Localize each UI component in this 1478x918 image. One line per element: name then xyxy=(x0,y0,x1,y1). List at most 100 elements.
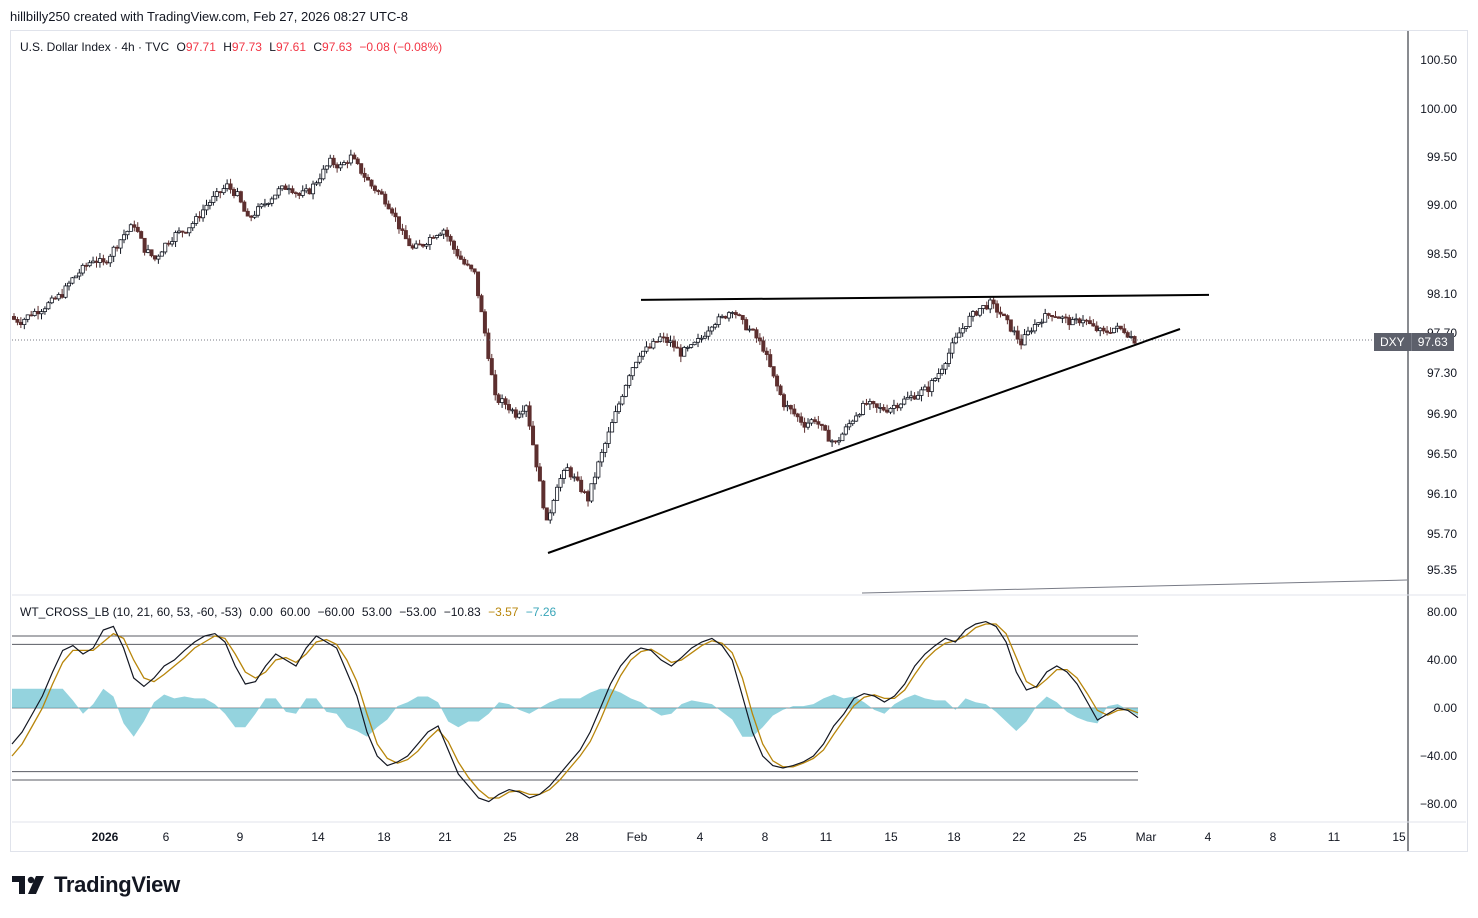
candle-body xyxy=(757,337,762,342)
price-tick-label: 95.70 xyxy=(1427,527,1457,541)
candle-body xyxy=(438,233,443,236)
candle-body xyxy=(933,378,938,381)
indicator-value-6: −10.83 xyxy=(443,605,481,619)
candle-body xyxy=(991,299,996,305)
candle-body xyxy=(204,204,209,211)
candle-body xyxy=(1074,318,1079,321)
close-value: 97.63 xyxy=(322,40,353,54)
candle-body xyxy=(448,235,453,242)
indicator-value-4: 53.00 xyxy=(361,605,392,619)
candle-body xyxy=(788,405,793,410)
candle-body xyxy=(197,216,202,219)
resistance-trendline xyxy=(640,293,1210,301)
tradingview-logo[interactable]: TradingView xyxy=(12,872,180,898)
indicator-name[interactable]: WT_CROSS_LB (10, 21, 60, 53, -60, -53) xyxy=(20,605,243,619)
candle-body xyxy=(596,461,601,478)
candle-body xyxy=(1026,330,1031,336)
candle-body xyxy=(623,384,628,397)
candle-body xyxy=(1050,314,1055,317)
candle-body xyxy=(616,403,621,413)
candle-body xyxy=(713,324,718,328)
candle-body xyxy=(637,355,642,363)
candle-body xyxy=(812,419,817,423)
candle-body xyxy=(905,397,910,400)
support-trendline xyxy=(547,328,1181,554)
candle-body xyxy=(493,374,498,396)
indicator-value-1: 0.00 xyxy=(249,605,273,619)
candle-body xyxy=(864,402,869,405)
candle-body xyxy=(1077,318,1082,324)
indicator-legend: WT_CROSS_LB (10, 21, 60, 53, -60, -53) 0… xyxy=(20,605,560,619)
candle-body xyxy=(228,183,233,190)
candle-body xyxy=(895,404,900,409)
candle-body xyxy=(723,315,728,319)
candle-body xyxy=(964,326,969,329)
candle-body xyxy=(383,193,388,205)
candle-body xyxy=(950,342,955,354)
open-key: O xyxy=(176,40,186,54)
candle-body xyxy=(11,316,16,320)
candle-body xyxy=(311,183,316,195)
candle-body xyxy=(909,395,914,398)
candle-body xyxy=(73,275,78,279)
date-tick-label: 28 xyxy=(565,830,579,844)
candle-body xyxy=(214,191,219,197)
candle-body xyxy=(42,308,47,312)
candle-body xyxy=(885,409,890,413)
candle-body xyxy=(641,350,646,357)
date-tick-label: 4 xyxy=(697,830,704,844)
candle-body xyxy=(579,479,584,492)
candle-body xyxy=(1122,328,1127,333)
candle-body xyxy=(1087,320,1092,325)
date-tick-label: 11 xyxy=(1328,830,1341,844)
candle-body xyxy=(421,244,426,247)
candle-body xyxy=(1108,332,1113,334)
candle-body xyxy=(775,375,780,387)
candle-body xyxy=(806,422,811,428)
candle-body xyxy=(1053,316,1058,318)
candle-body xyxy=(146,249,151,253)
candle-body xyxy=(537,466,542,482)
candle-body xyxy=(974,311,979,316)
candle-body xyxy=(427,237,432,245)
candle-body xyxy=(586,491,591,502)
date-tick-label: Feb xyxy=(627,830,648,844)
candle-body xyxy=(84,264,89,267)
candle-body xyxy=(857,414,862,417)
candle-body xyxy=(1067,317,1072,326)
candle-body xyxy=(912,395,917,400)
candle-body xyxy=(396,216,401,230)
candle-body xyxy=(91,260,96,264)
date-tick-label: 18 xyxy=(377,830,391,844)
candle-body xyxy=(63,285,68,298)
candle-body xyxy=(489,358,494,376)
candle-body xyxy=(1070,319,1075,326)
candle-body xyxy=(988,299,993,310)
candle-body xyxy=(1111,327,1116,334)
candle-body xyxy=(235,191,240,197)
candle-body xyxy=(269,198,274,204)
date-tick-label: 11 xyxy=(820,830,833,844)
candle-body xyxy=(280,185,285,190)
candle-body xyxy=(496,394,501,403)
candle-body xyxy=(603,443,608,453)
candle-body xyxy=(338,164,343,169)
candle-body xyxy=(671,340,676,348)
candle-body xyxy=(675,346,680,349)
main-legend: U.S. Dollar Index · 4h · TVC O97.71 H97.… xyxy=(20,40,446,54)
candle-body xyxy=(1029,330,1034,333)
date-tick-label: 4 xyxy=(1205,830,1212,844)
candle-body xyxy=(366,176,371,181)
candle-body xyxy=(874,403,879,408)
symbol-label[interactable]: U.S. Dollar Index · 4h · TVC xyxy=(20,40,170,54)
candle-body xyxy=(293,192,298,195)
candle-body xyxy=(297,192,302,196)
candle-body xyxy=(613,411,618,423)
candle-body xyxy=(77,272,82,277)
candle-body xyxy=(476,271,481,297)
candle-body xyxy=(142,237,147,253)
candle-body xyxy=(1118,325,1123,330)
candle-body xyxy=(878,407,883,409)
candle-body xyxy=(173,232,178,242)
